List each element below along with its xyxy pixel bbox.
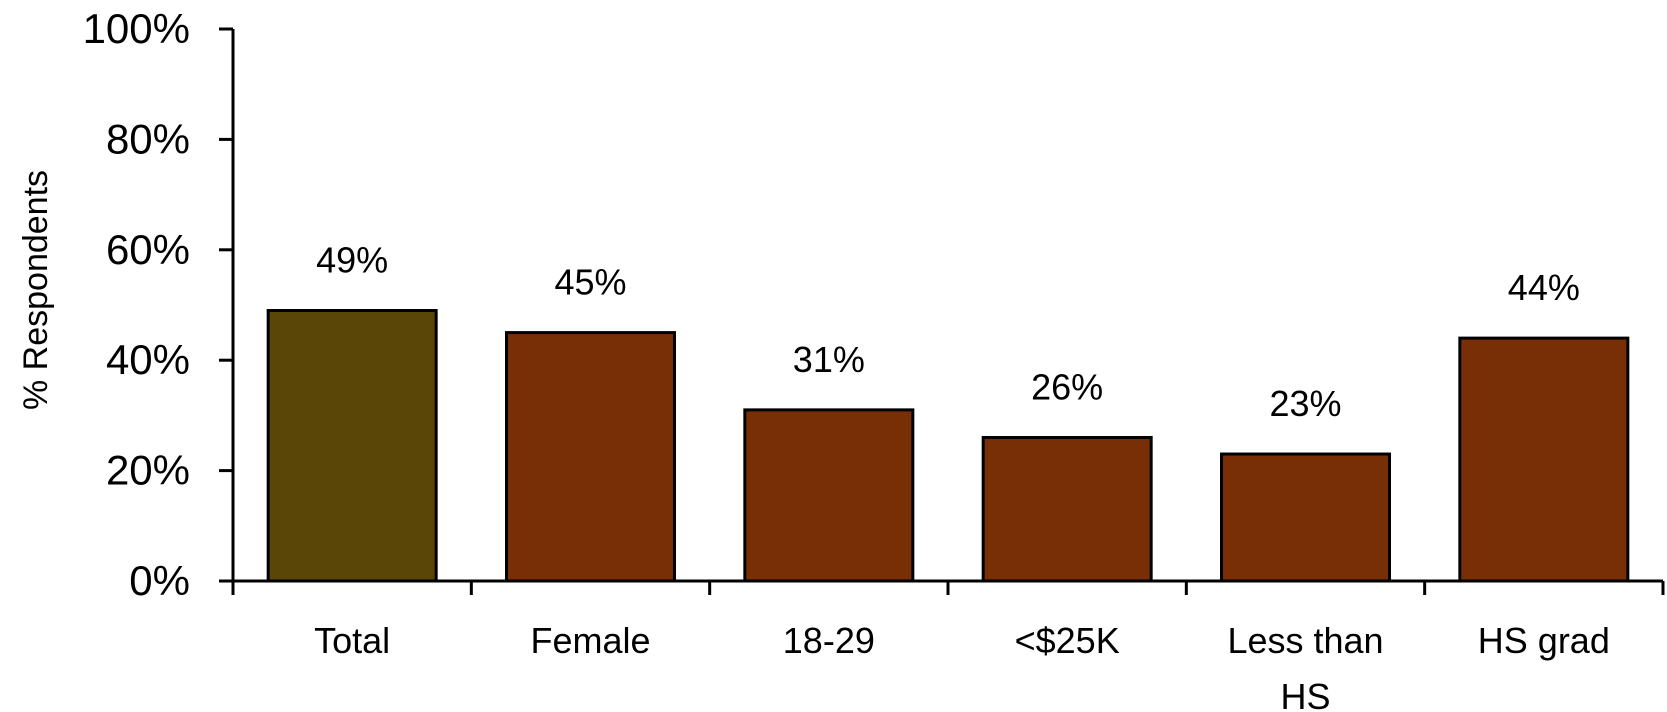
y-tick-label: 0% — [129, 557, 190, 604]
y-tick-label: 80% — [106, 115, 190, 162]
x-tick-label: Total — [314, 620, 390, 661]
bar — [505, 331, 676, 583]
y-tick-label: 40% — [106, 336, 190, 383]
bar — [1220, 452, 1391, 583]
x-axis-ticks: Total Female 18-29 <$25K Less than HS HS grad — [231, 581, 1665, 712]
x-tick-label: HS — [1280, 676, 1330, 712]
y-tick-label: 20% — [106, 447, 190, 494]
bar-value-label: 49% — [316, 240, 388, 281]
x-tick-label: <$25K — [1015, 620, 1120, 661]
bar-value-label: 31% — [793, 339, 865, 380]
bar — [1458, 336, 1630, 583]
y-axis-label: % Respondents — [17, 170, 55, 410]
x-tick-label: Less than — [1227, 620, 1383, 661]
y-axis-ticks: 0% 20% 40% 60% 80% 100% — [83, 5, 233, 604]
data-labels: 49% 45% 31% 26% 23% 44% — [316, 240, 1580, 425]
bar-value-label: 26% — [1031, 366, 1103, 407]
bars — [266, 309, 1630, 583]
y-tick-label: 60% — [106, 226, 190, 273]
y-tick-label: 100% — [83, 5, 190, 52]
x-tick-label: HS grad — [1478, 620, 1610, 661]
bar — [743, 408, 915, 583]
bar-value-label: 45% — [554, 262, 626, 303]
axes — [231, 29, 1663, 583]
bar-value-label: 23% — [1269, 383, 1341, 424]
bar — [981, 435, 1153, 583]
bar-value-label: 44% — [1508, 267, 1580, 308]
bar — [266, 309, 438, 583]
x-tick-label: Female — [530, 620, 650, 661]
x-tick-label: 18-29 — [783, 620, 875, 661]
